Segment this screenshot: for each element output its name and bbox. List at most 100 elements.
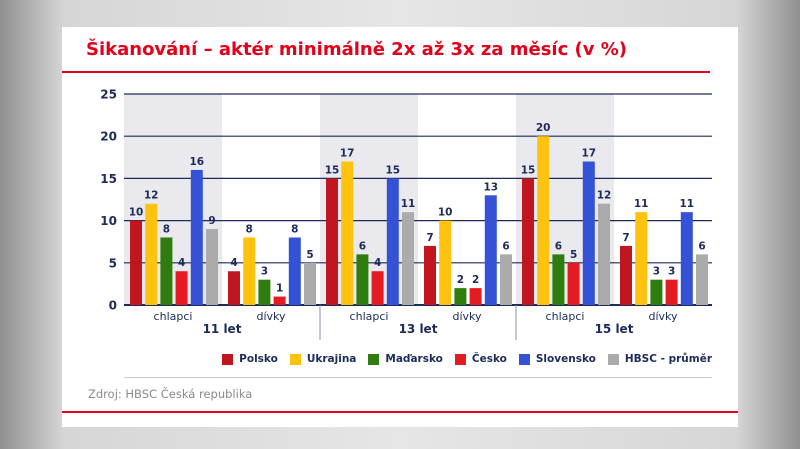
category-label: dívky [452,310,482,323]
bar [175,271,188,305]
bar [620,245,632,305]
legend-swatch [454,353,466,365]
bar [567,262,580,305]
bar [371,271,384,305]
age-group-label: 13 let [399,322,438,336]
bar [454,288,467,305]
data-label: 12 [597,190,612,202]
category-label: dívky [256,310,286,323]
data-label: 11 [679,198,694,210]
bar [273,296,286,305]
legend-swatch [518,353,530,365]
bar [356,254,369,305]
title-underline [62,71,710,73]
bar [598,203,610,305]
bar [160,237,173,305]
bar [522,178,534,305]
bar [650,279,663,305]
data-label: 4 [230,257,237,269]
category-label: chlapci [350,310,389,323]
data-label: 15 [325,164,340,176]
legend-label: HBSC - průměr [624,353,712,365]
data-label: 3 [668,266,675,278]
data-label: 4 [374,257,381,269]
data-label: 2 [472,274,479,286]
data-label: 5 [570,249,577,261]
category-label: dívky [648,310,678,323]
data-label: 11 [634,198,649,210]
bar [228,271,240,305]
legend-swatch [222,353,234,365]
legend-item: Ukrajina [289,353,357,365]
data-label: 13 [483,181,498,193]
legend-item: HBSC - průměr [607,353,712,365]
bar [402,212,414,305]
data-label: 1 [276,283,283,295]
data-label: 8 [291,223,298,235]
bottom-rule [62,411,738,413]
data-label: 17 [340,148,355,160]
chart-title: Šikanování – aktér minimálně 2x až 3x za… [86,39,628,60]
legend-swatch [607,353,619,365]
legend-item: Polsko [222,353,278,365]
data-label: 10 [129,207,144,219]
bar [582,161,595,305]
age-group-label: 15 let [595,322,634,336]
data-label: 8 [163,223,170,235]
legend-swatch [368,353,380,365]
age-group-label: 11 let [203,322,242,336]
bar [190,169,203,305]
bar [145,203,158,305]
data-label: 12 [144,190,159,202]
data-label: 15 [521,164,536,176]
bar [424,245,436,305]
y-tick-label: 25 [100,88,117,102]
data-label: 8 [246,223,253,235]
data-label: 7 [426,232,433,244]
data-label: 20 [536,122,551,134]
category-label: chlapci [546,310,585,323]
data-label: 11 [401,198,416,210]
y-tick-label: 0 [109,299,117,313]
legend-label: Česko [471,353,507,365]
y-tick-label: 15 [100,172,117,186]
legend-label: Slovensko [535,353,596,365]
bar [484,195,497,305]
legend-swatch [289,353,301,365]
bar [258,279,271,305]
y-tick-label: 20 [100,130,117,144]
y-tick-label: 10 [100,214,117,228]
legend-label: Ukrajina [306,353,357,365]
data-label: 3 [653,266,660,278]
bar [130,220,142,305]
bar [304,262,316,305]
bar [288,237,301,305]
bar [206,229,218,305]
bar [500,254,512,305]
bar [439,220,452,305]
data-label: 9 [208,215,215,227]
bar [680,212,693,305]
category-label: chlapci [154,310,193,323]
bar [341,161,354,305]
bar [326,178,338,305]
y-tick-label: 5 [109,256,117,270]
bar [469,288,482,305]
legend-item: Slovensko [518,353,596,365]
bar [635,212,648,305]
data-label: 5 [306,249,313,261]
legend-label: Maďarsko [385,353,443,365]
data-label: 10 [438,207,453,219]
data-label: 6 [359,240,366,252]
bar [386,178,399,305]
legend-item: Česko [454,353,507,365]
data-label: 7 [622,232,629,244]
data-label: 6 [502,240,509,252]
data-label: 16 [189,156,204,168]
legend-label: Polsko [239,353,278,365]
bar [537,136,550,305]
data-label: 2 [457,274,464,286]
bar [665,279,678,305]
data-label: 6 [698,240,705,252]
legend-item: Maďarsko [368,353,443,365]
